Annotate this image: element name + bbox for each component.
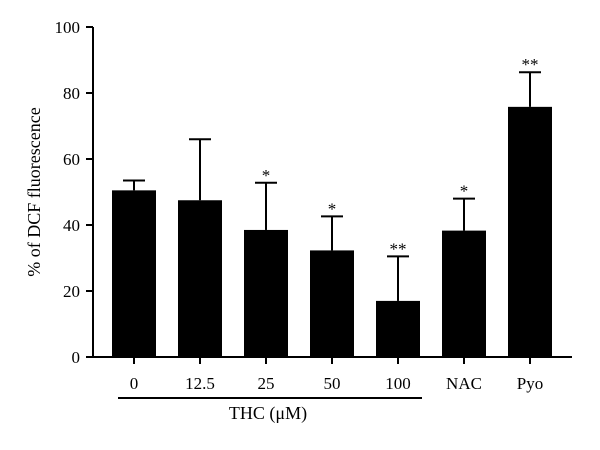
y-tick-label: 60	[63, 150, 80, 169]
bar	[178, 200, 222, 357]
bar	[442, 230, 486, 357]
x-tick-labels: 0 12.5 25 50 100 NAC Pyo	[130, 357, 543, 393]
y-tick-label: 20	[63, 282, 80, 301]
y-tick-label: 0	[72, 348, 81, 367]
bar	[244, 229, 288, 357]
y-axis-title: % of DCF fluorescence	[24, 107, 44, 276]
x-tick-label: 12.5	[185, 374, 215, 393]
significance-marker: *	[262, 166, 271, 185]
x-tick-label: 0	[130, 374, 139, 393]
x-tick-label: 50	[324, 374, 341, 393]
bar	[508, 106, 552, 357]
x-tick-label: 25	[258, 374, 275, 393]
x-tick-label: 100	[385, 374, 411, 393]
bars: *******	[112, 55, 552, 357]
y-tick-label: 100	[55, 18, 81, 37]
bar	[376, 300, 420, 357]
significance-marker: **	[390, 239, 407, 258]
significance-marker: *	[460, 182, 469, 201]
x-tick-label: Pyo	[517, 374, 543, 393]
significance-marker: **	[522, 55, 539, 74]
significance-marker: *	[328, 199, 337, 218]
bar	[310, 250, 354, 357]
x-tick-label: NAC	[446, 374, 482, 393]
y-tick-label: 80	[63, 84, 80, 103]
y-ticks: 0 20 40 60 80 100	[55, 18, 93, 367]
y-tick-label: 40	[63, 216, 80, 235]
bar	[112, 190, 156, 357]
thc-group-label: THC (μM)	[229, 403, 307, 424]
